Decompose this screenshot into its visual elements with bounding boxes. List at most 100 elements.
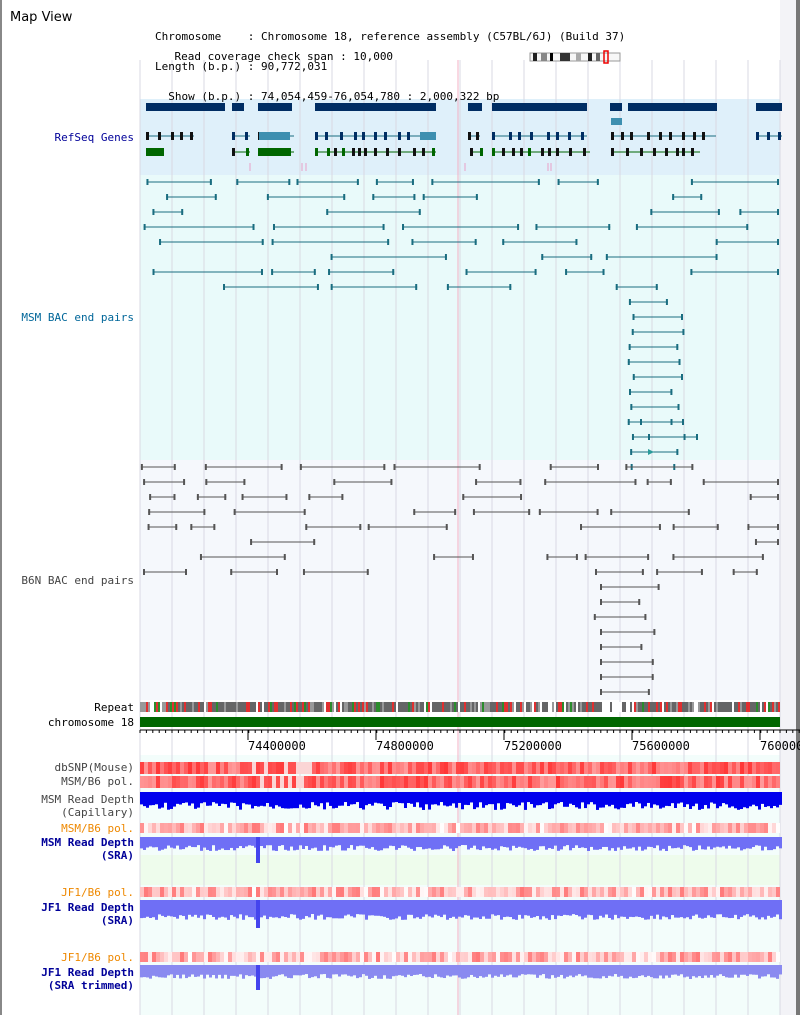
heat-cell (236, 952, 240, 962)
bac-end (411, 239, 414, 245)
depth-bar (425, 965, 428, 978)
repeat-element (390, 702, 392, 712)
heat-cell (416, 762, 420, 774)
depth-bar (503, 837, 506, 847)
track-label-jf1-depth-trimmed[interactable]: JF1 Read Depth (41, 966, 134, 979)
repeat-element (468, 702, 470, 712)
heat-cell (204, 776, 208, 788)
heat-cell (640, 823, 644, 833)
heat-cell (544, 887, 548, 897)
depth-bar (659, 900, 662, 920)
depth-bar (323, 900, 326, 920)
heat-cell (592, 887, 596, 897)
heat-cell (360, 776, 364, 788)
heat-cell (416, 887, 420, 897)
bac-end (680, 374, 683, 380)
bac-end (333, 479, 336, 485)
read-depth-tracks[interactable] (140, 792, 782, 990)
repeat-element (762, 702, 764, 712)
depth-bar (176, 792, 179, 804)
repeat-element (196, 702, 198, 712)
repeat-element (740, 702, 742, 712)
depth-bar (467, 965, 470, 978)
depth-bar (575, 965, 578, 976)
repeat-track[interactable] (140, 702, 780, 712)
depth-bar (302, 965, 305, 975)
heat-cell (456, 887, 460, 897)
repeat-element (728, 702, 730, 712)
track-label-dbsnp[interactable]: dbSNP(Mouse) (54, 761, 134, 774)
heat-cell (488, 887, 492, 897)
depth-bar (518, 837, 521, 847)
depth-bar (251, 792, 254, 809)
repeat-element (710, 702, 712, 712)
track-label-refseq[interactable]: RefSeq Genes (54, 131, 134, 144)
repeat-element (588, 702, 590, 712)
heat-cell (724, 823, 728, 833)
repeat-element (528, 702, 530, 712)
depth-bar (215, 792, 218, 804)
depth-bar (605, 900, 608, 915)
depth-bar (500, 792, 503, 810)
depth-bar (527, 965, 530, 975)
bac-end (777, 209, 779, 215)
bac-end (140, 464, 143, 470)
depth-bar (518, 900, 521, 915)
track-label-msm-b6-pol-2[interactable]: MSM/B6 pol. (61, 822, 134, 835)
heat-cell (172, 776, 176, 788)
depth-bar (428, 900, 431, 917)
track-label-jf1-b6-pol-1[interactable]: JF1/B6 pol. (61, 886, 134, 899)
heat-cell (220, 823, 224, 833)
polymorphism-heat-tracks[interactable] (140, 762, 780, 962)
bac-end (367, 524, 370, 530)
track-label-msm-depth-sra[interactable]: MSM Read Depth (41, 836, 134, 849)
depth-bar (401, 900, 404, 920)
repeat-element (218, 702, 220, 712)
heat-cell (772, 776, 776, 788)
depth-bar (737, 900, 740, 920)
depth-bar (404, 900, 407, 920)
track-label-repeat[interactable]: Repeat (94, 701, 134, 714)
heat-cell (212, 776, 216, 788)
depth-bar (371, 792, 374, 806)
depth-bar (707, 900, 710, 916)
repeat-element (620, 702, 622, 712)
msm-bac-track[interactable] (143, 179, 779, 470)
depth-bar (230, 837, 233, 848)
track-label-b6n-bac[interactable]: B6N BAC end pairs (21, 574, 134, 587)
depth-bar (551, 792, 554, 809)
repeat-element (152, 702, 154, 712)
b6n-bac-track[interactable] (140, 464, 779, 725)
depth-bar (572, 900, 575, 915)
heat-cell (528, 952, 532, 962)
track-label-msm-depth-capillary[interactable]: MSM Read Depth (41, 793, 134, 806)
depth-bar (461, 965, 464, 979)
depth-bar (647, 965, 650, 976)
heat-cell (660, 887, 664, 897)
heat-cell (144, 776, 148, 788)
depth-bar (572, 837, 575, 848)
depth-bar (734, 900, 737, 915)
track-label-msm-b6-pol-1[interactable]: MSM/B6 pol. (61, 775, 134, 788)
chromosome-ideogram[interactable] (529, 50, 621, 64)
depth-bar (149, 965, 152, 979)
repeat-element (302, 702, 304, 712)
track-label-jf1-depth-sra[interactable]: JF1 Read Depth (41, 901, 134, 914)
heat-cell (376, 887, 380, 897)
depth-bar (164, 792, 167, 803)
depth-bar (713, 965, 716, 978)
heat-cell (504, 887, 508, 897)
track-label-jf1-b6-pol-2[interactable]: JF1/B6 pol. (61, 951, 134, 964)
repeat-element (230, 702, 232, 712)
track-label-msm-bac[interactable]: MSM BAC end pairs (21, 311, 134, 324)
refseq-genes-track[interactable] (146, 103, 782, 171)
exon (640, 148, 643, 156)
depth-bar (155, 837, 158, 848)
heat-cell (268, 887, 272, 897)
bac-end (173, 494, 176, 500)
depth-bar (140, 900, 143, 919)
heat-cell (260, 952, 264, 962)
heat-cell (660, 823, 664, 833)
repeat-element (370, 702, 372, 712)
